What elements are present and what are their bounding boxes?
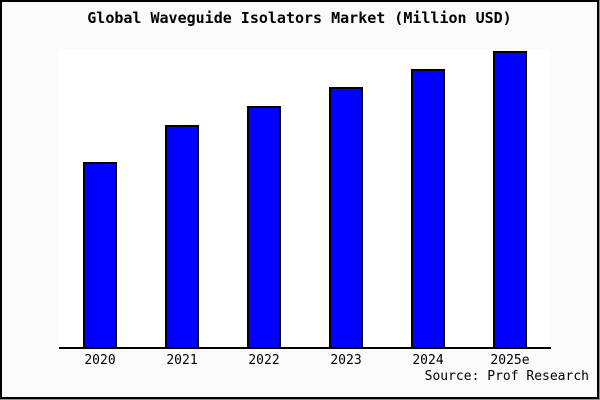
bar-2022 [247,106,281,349]
x-tick-label-2020: 2020 [84,353,116,368]
bar-slot-2025e [469,49,551,349]
bar-2020 [83,162,117,349]
x-tick-label-2022: 2022 [248,353,280,368]
plot-area [59,49,551,349]
bar-2025e [493,51,527,349]
x-tick-label-2025e: 2025e [490,353,530,368]
x-tick-label-2021: 2021 [166,353,198,368]
bar-2024 [411,69,445,349]
bar-slot-2021 [141,49,223,349]
x-axis-labels: 2020 2021 2022 2023 2024 2025e [59,354,551,368]
bar-slot-2023 [305,49,387,349]
x-axis-line [59,347,551,349]
x-tick-label-2023: 2023 [330,353,362,368]
bar-2021 [165,125,199,349]
chart-title: Global Waveguide Isolators Market (Milli… [87,9,512,27]
bar-slot-2020 [59,49,141,349]
bar-slot-2022 [223,49,305,349]
bar-2023 [329,87,363,349]
bars-group [59,49,551,349]
x-tick-label-2024: 2024 [412,353,444,368]
source-credit: Source: Prof Research [424,369,589,384]
bar-slot-2024 [387,49,469,349]
